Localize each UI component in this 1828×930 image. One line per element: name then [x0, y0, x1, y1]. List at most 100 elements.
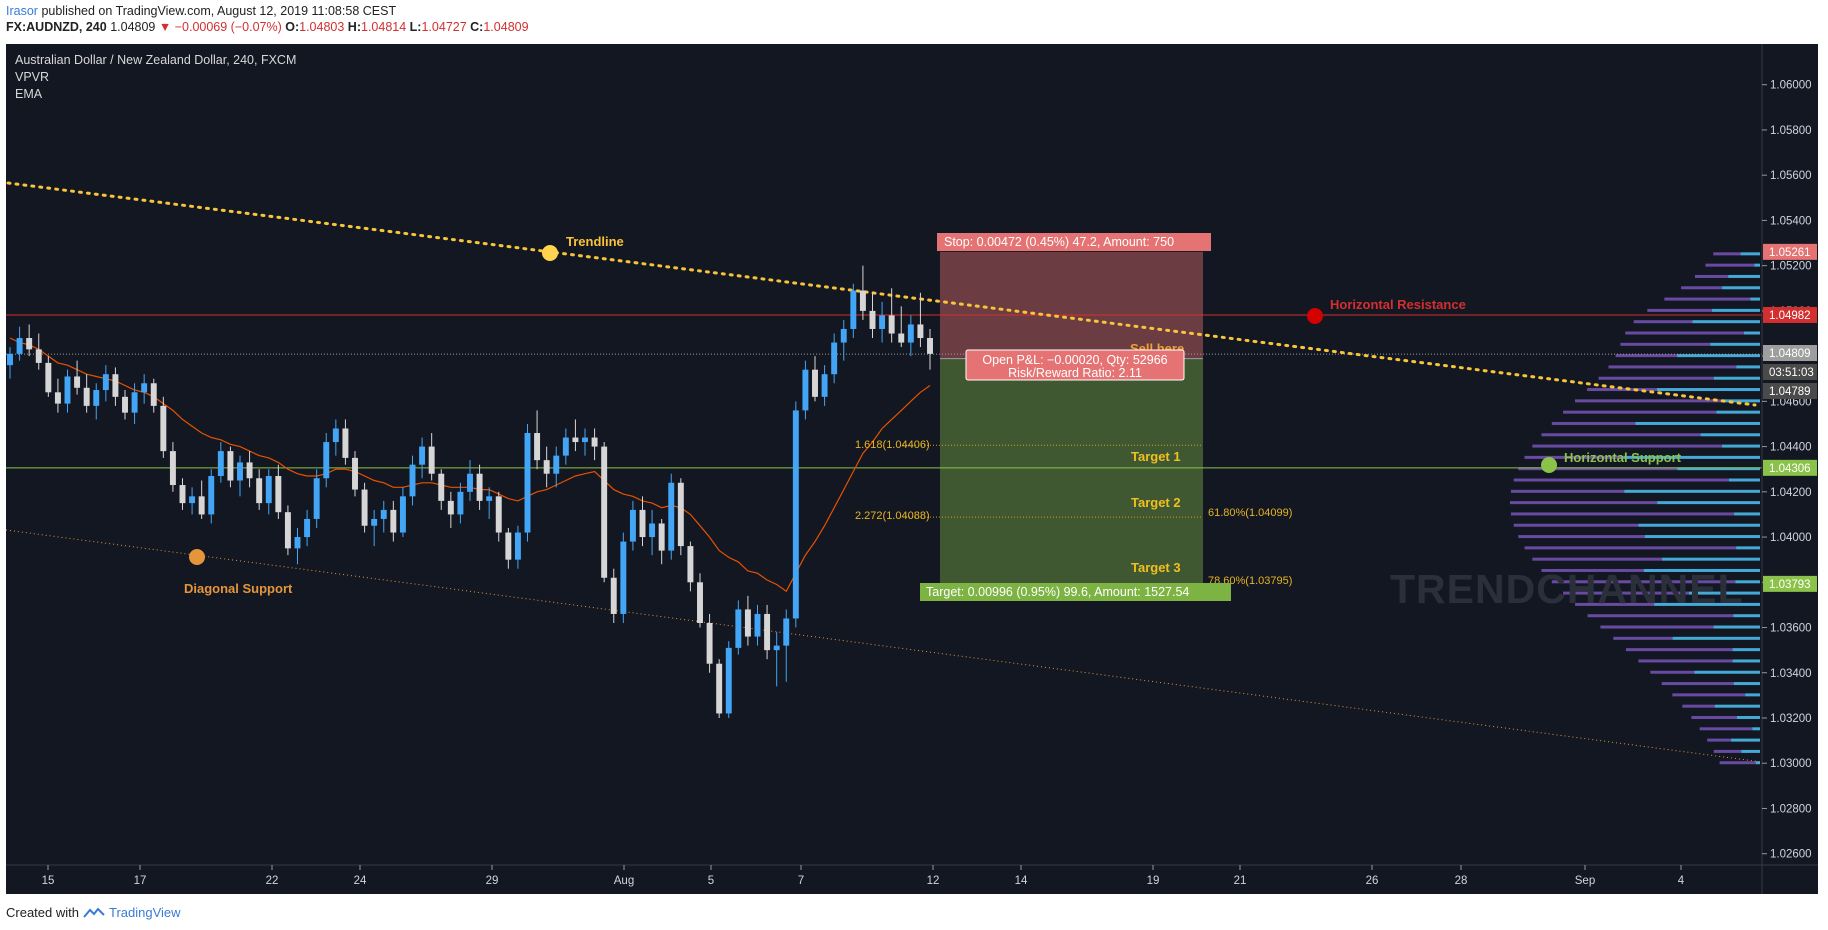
candle-body [447, 500, 454, 515]
candle-body [332, 428, 339, 443]
candle-body [773, 645, 780, 651]
volume-bar-up [1644, 535, 1760, 539]
price-label: 1.04789 [1769, 386, 1811, 398]
candle-body [802, 369, 809, 411]
candle-body [323, 442, 330, 479]
created-with-label: Created with [6, 905, 79, 920]
candle-body [524, 433, 531, 533]
y-tick-label: 1.03600 [1770, 623, 1812, 635]
volume-bar-down [1620, 342, 1711, 346]
volume-bar-down [1682, 704, 1715, 708]
volume-bar-up [1656, 388, 1760, 392]
candle-body [112, 374, 119, 397]
price-label-box [1763, 345, 1817, 361]
candle-body [35, 349, 42, 363]
volume-bar-up [1710, 342, 1760, 346]
y-tick-label: 1.04600 [1770, 396, 1812, 408]
target2-label: Target 2 [1131, 495, 1181, 510]
indicator-vpvr[interactable]: VPVR [15, 70, 49, 84]
volume-bar-down [1613, 636, 1673, 640]
volume-bar-up [1700, 433, 1760, 437]
publisher-link[interactable]: Irasor [6, 4, 38, 18]
x-tick-label: 14 [1015, 875, 1028, 887]
volume-bar-down [1551, 580, 1736, 584]
candle-body [850, 290, 857, 329]
candle-body [553, 455, 560, 474]
volume-bar-down [1699, 727, 1753, 731]
price-label-box [1763, 459, 1817, 476]
candle-body [744, 609, 751, 637]
candle-body [495, 496, 502, 533]
volume-bar-up [1638, 523, 1760, 527]
candle-body [265, 475, 272, 504]
price-labels: 1.052611.049821.0480903:51:031.047891.04… [1763, 243, 1817, 592]
candle-body [898, 333, 905, 343]
diagonal-marker-icon [189, 549, 205, 565]
candle-body [572, 437, 579, 443]
volume-bar-up [1731, 738, 1760, 742]
x-tick-label: 19 [1147, 875, 1160, 887]
x-tick-label: 17 [134, 875, 147, 887]
volume-bar-up [1733, 682, 1760, 686]
candle-body [534, 433, 541, 461]
volume-bar-down [1541, 568, 1644, 572]
y-tick-label: 1.02800 [1770, 803, 1812, 815]
volume-bar-down [1638, 659, 1733, 663]
resistance-marker-icon [1307, 308, 1323, 324]
volume-bar-down [1664, 297, 1751, 301]
volume-bar-down [1713, 252, 1741, 256]
tradingview-link[interactable]: TradingView [108, 905, 181, 920]
x-tick-label: 21 [1234, 875, 1247, 887]
x-tick-label: 28 [1455, 875, 1468, 887]
close-value: 1.04809 [483, 20, 529, 34]
chart-title: Australian Dollar / New Zealand Dollar, … [15, 53, 296, 67]
volume-bar-down [1661, 682, 1734, 686]
candle-body [859, 290, 866, 311]
x-tick-label: 26 [1366, 875, 1379, 887]
candle-body [907, 324, 914, 343]
volume-bar-down [1563, 591, 1689, 595]
low-value: 1.04727 [421, 20, 467, 34]
fib-618-label: 61.80%(1.04099) [1208, 507, 1292, 519]
close-label: C: [470, 20, 484, 34]
low-label: L: [409, 20, 422, 34]
volume-bar-up [1662, 557, 1760, 561]
candle-body [122, 396, 128, 413]
y-tick-label: 1.06000 [1770, 80, 1812, 92]
volume-bar-up [1754, 263, 1760, 267]
x-tick-label: 12 [927, 875, 940, 887]
candle-body [150, 383, 157, 406]
ohlc-bar: FX:AUDNZD, 240 1.04809 ▼ −0.00069 (−0.07… [6, 20, 529, 34]
annotations: Trendline Horizontal Resistance Horizontal… [184, 233, 1682, 601]
volume-bar-up [1736, 365, 1760, 369]
diagonal-label: Diagonal Support [184, 581, 293, 596]
candle-body [438, 473, 445, 501]
high-label: H: [347, 20, 361, 34]
volume-bar-down [1510, 489, 1625, 493]
support-label: Horizontal Support [1564, 450, 1682, 465]
indicator-ema[interactable]: EMA [15, 87, 43, 101]
candle-body [160, 405, 167, 452]
volume-bar-up [1722, 286, 1760, 290]
candle-body [725, 647, 732, 714]
volume-bar-up [1740, 252, 1760, 256]
candle-body [601, 446, 608, 578]
volume-bar-down [1600, 625, 1714, 629]
x-tick-label: 7 [798, 875, 804, 887]
volume-bar-down [1598, 376, 1714, 380]
volume-bar-up [1643, 568, 1760, 572]
time-axis[interactable]: 15 17 22 24 29 Aug 5 7 12 14 19 21 26 28 Sep 4 [42, 865, 1685, 887]
candle-body [237, 462, 243, 481]
price-label: 1.03793 [1769, 579, 1811, 591]
volume-bar-up [1750, 297, 1760, 301]
candle-body [783, 618, 790, 646]
candle-body [591, 437, 598, 447]
candle-body [16, 338, 23, 354]
volume-bar-down [1513, 523, 1639, 527]
volume-bar-down [1510, 501, 1658, 505]
volume-bar-down [1615, 354, 1678, 358]
y-tick-label: 1.05400 [1770, 215, 1812, 227]
volume-bar-up [1728, 274, 1760, 278]
volume-bar-down [1518, 535, 1645, 539]
